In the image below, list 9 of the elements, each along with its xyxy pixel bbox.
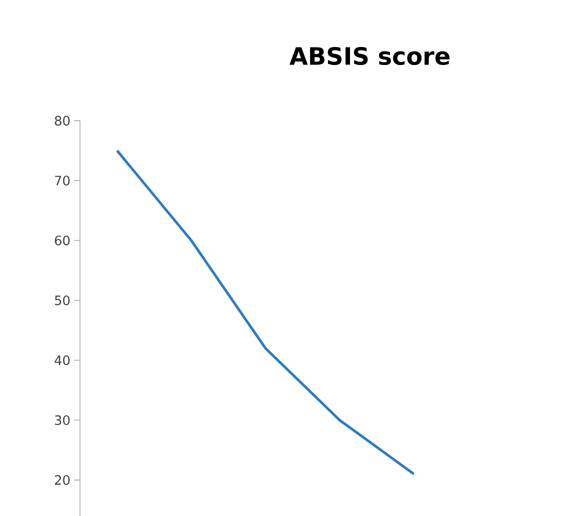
y-tick-label: 40 — [54, 355, 70, 366]
line-series — [116, 149, 416, 476]
y-tick-label: 80 — [54, 116, 70, 126]
y-tick-label: 20 — [54, 475, 70, 485]
y-tick-label: 70 — [55, 176, 70, 186]
y-tick-label: 60 — [54, 236, 70, 246]
chart-title: ABSIS score — [290, 46, 450, 66]
y-tick-label: 50 — [55, 295, 70, 306]
y-tick-label: 30 — [54, 415, 70, 426]
